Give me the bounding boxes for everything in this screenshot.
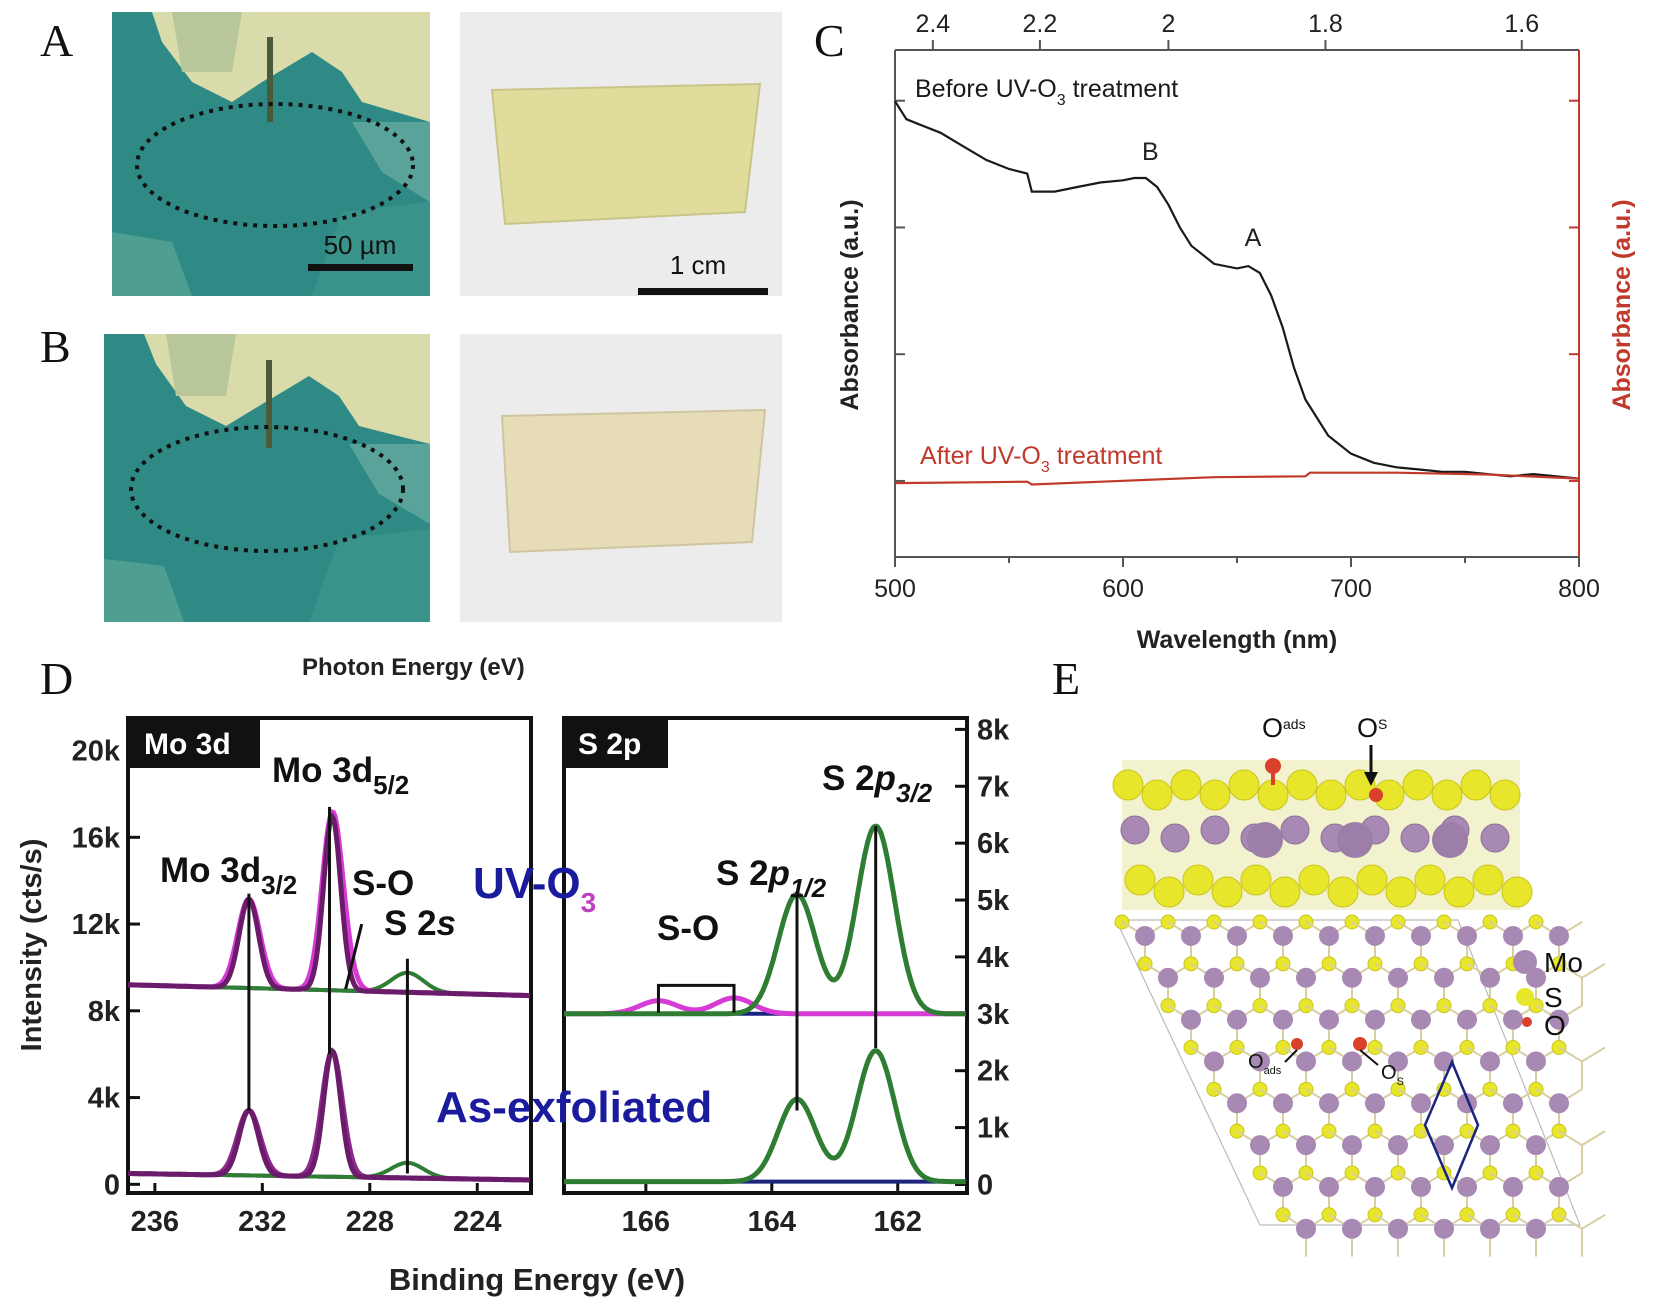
d-mo-ytick-label-5: 20k xyxy=(72,736,121,768)
o-ads-atom-side xyxy=(1265,758,1281,774)
c-toptick-label-4: 1.6 xyxy=(1504,10,1539,38)
panel-c-chart: 500 600 700 800 2.4 2.2 2 1.8 1.6 B A Wavelength (… xyxy=(836,10,1636,654)
panel-label-d: D xyxy=(40,653,74,704)
d-s-ytick-label-2: 2k xyxy=(977,1056,1010,1088)
svg-text:S: S xyxy=(1544,982,1563,1013)
photon-energy-label: Photon Energy (eV) xyxy=(302,654,525,681)
scale-label-film: 1 cm xyxy=(670,250,726,280)
d-mo-xtick-label-1: 232 xyxy=(238,1206,286,1238)
c-xtick-label-2: 700 xyxy=(1330,575,1372,603)
legend-o: O xyxy=(1522,1010,1566,1041)
d-xlabel: Binding Energy (eV) xyxy=(389,1262,685,1297)
d-mo-xtick-label-2: 228 xyxy=(346,1206,394,1238)
c-xlabel: Wavelength (nm) xyxy=(1137,626,1337,654)
d-ylabel: Intensity (cts/s) xyxy=(16,839,48,1052)
c-xtick-label-3: 800 xyxy=(1558,575,1600,603)
c-series-line-0 xyxy=(894,100,1580,480)
c-toptick-label-0: 2.4 xyxy=(915,10,950,38)
c-xtick-label-1: 600 xyxy=(1102,575,1144,603)
c-series-label-after: After UV-O3 treatment xyxy=(920,442,1162,476)
c-ylabel-right: Absorbance (a.u.) xyxy=(1608,199,1636,410)
d-legend-uv: UV-O3 xyxy=(473,859,596,918)
legend-mo: Mo xyxy=(1513,947,1583,978)
d-s-ytick-label-8: 8k xyxy=(977,714,1010,746)
d-mo-peak-label-2: S-O xyxy=(352,864,414,903)
d-mo-core-1 xyxy=(128,1047,530,1183)
c-series-label-before: Before UV-O3 treatment xyxy=(915,75,1178,109)
c-toptick-label-3: 1.8 xyxy=(1308,10,1343,38)
scale-label-micro: 50 µm xyxy=(324,230,397,260)
d-mo-xtick-label-0: 236 xyxy=(131,1206,179,1238)
panel-label-b: B xyxy=(40,321,71,372)
o-ads-label-lattice: Oads xyxy=(1248,1051,1282,1077)
d-mo-peak-label-1: Mo 3d5/2 xyxy=(272,751,409,800)
c-annotation-A: A xyxy=(1245,224,1262,252)
d-s-peak-label-1: S 2p3/2 xyxy=(822,759,933,808)
d-mo-peak-label-3: S 2s xyxy=(384,904,456,943)
d-s-peak-label-0: S 2p1/2 xyxy=(716,854,827,903)
micrograph-before: 50 µm xyxy=(112,12,430,296)
c-toptick-label-1: 2.2 xyxy=(1023,10,1058,38)
film-photo-before: 1 cm xyxy=(460,12,782,296)
d-frame-mo xyxy=(126,716,533,1195)
o-s-label-top: OS xyxy=(1357,713,1387,743)
d-s-ytick-label-1: 1k xyxy=(977,1113,1010,1145)
c-annotation-B: B xyxy=(1142,138,1159,166)
d-s-xtick-label-2: 162 xyxy=(874,1206,922,1238)
d-mo-ytick-label-2: 8k xyxy=(88,996,121,1028)
svg-text:Mo: Mo xyxy=(1544,947,1583,978)
d-s-ytick-label-3: 3k xyxy=(977,999,1010,1031)
panel-e-structure: Oads OS Oads OS Mo S O xyxy=(1112,713,1606,1257)
panel-label-a: A xyxy=(40,15,74,66)
d-s-ytick-label-5: 5k xyxy=(977,885,1010,917)
d-legend-exf: As-exfoliated xyxy=(436,1083,712,1132)
svg-text:O: O xyxy=(1544,1010,1566,1041)
c-xtick-label-0: 500 xyxy=(874,575,916,603)
d-title-s: S 2p xyxy=(578,728,641,761)
d-s-xtick-label-1: 164 xyxy=(748,1206,796,1238)
lattice-cell xyxy=(1115,919,1581,1226)
d-s-ytick-label-7: 7k xyxy=(977,771,1010,803)
d-mo-ytick-label-0: 0 xyxy=(104,1169,120,1201)
scale-bar-micro xyxy=(308,264,413,271)
d-mo-ytick-label-1: 4k xyxy=(88,1083,121,1115)
d-s-so-0 xyxy=(564,995,966,1017)
d-s-ytick-label-6: 6k xyxy=(977,828,1010,860)
d-s-xtick-label-0: 166 xyxy=(622,1206,670,1238)
o-s-atom-side xyxy=(1369,788,1383,802)
d-mo-peak-label-0: Mo 3d3/2 xyxy=(160,851,297,900)
d-s-envelope-0 xyxy=(564,823,966,1017)
panel-label-c: C xyxy=(814,15,845,66)
o-s-label-lattice: OS xyxy=(1381,1062,1404,1088)
c-ylabel-left: Absorbance (a.u.) xyxy=(836,199,864,410)
c-toptick-label-2: 2 xyxy=(1161,10,1175,38)
d-mo-ytick-label-3: 12k xyxy=(72,909,121,941)
d-mo-xtick-label-3: 224 xyxy=(453,1206,501,1238)
c-series-line-1 xyxy=(894,471,1580,486)
o-ads-label-top: Oads xyxy=(1262,713,1306,743)
legend-s: S xyxy=(1516,982,1563,1013)
film-photo-after xyxy=(460,334,782,622)
unit-cell-rhombus xyxy=(1423,1058,1480,1192)
d-title-mo: Mo 3d xyxy=(144,728,231,761)
d-s-so-bracket xyxy=(656,983,736,1013)
scale-bar-film xyxy=(638,288,768,295)
o-s-atom-top xyxy=(1353,1037,1367,1051)
d-s-peak-label-2: S-O xyxy=(657,909,719,948)
d-s-envelope-1 xyxy=(564,1048,966,1185)
d-mo-ytick-label-4: 16k xyxy=(72,822,121,854)
micrograph-after xyxy=(104,334,430,622)
d-s-ytick-label-4: 4k xyxy=(977,942,1010,974)
d-s-ytick-label-0: 0 xyxy=(977,1169,993,1201)
panel-label-e: E xyxy=(1052,653,1081,704)
o-ads-atom-top xyxy=(1291,1038,1303,1050)
